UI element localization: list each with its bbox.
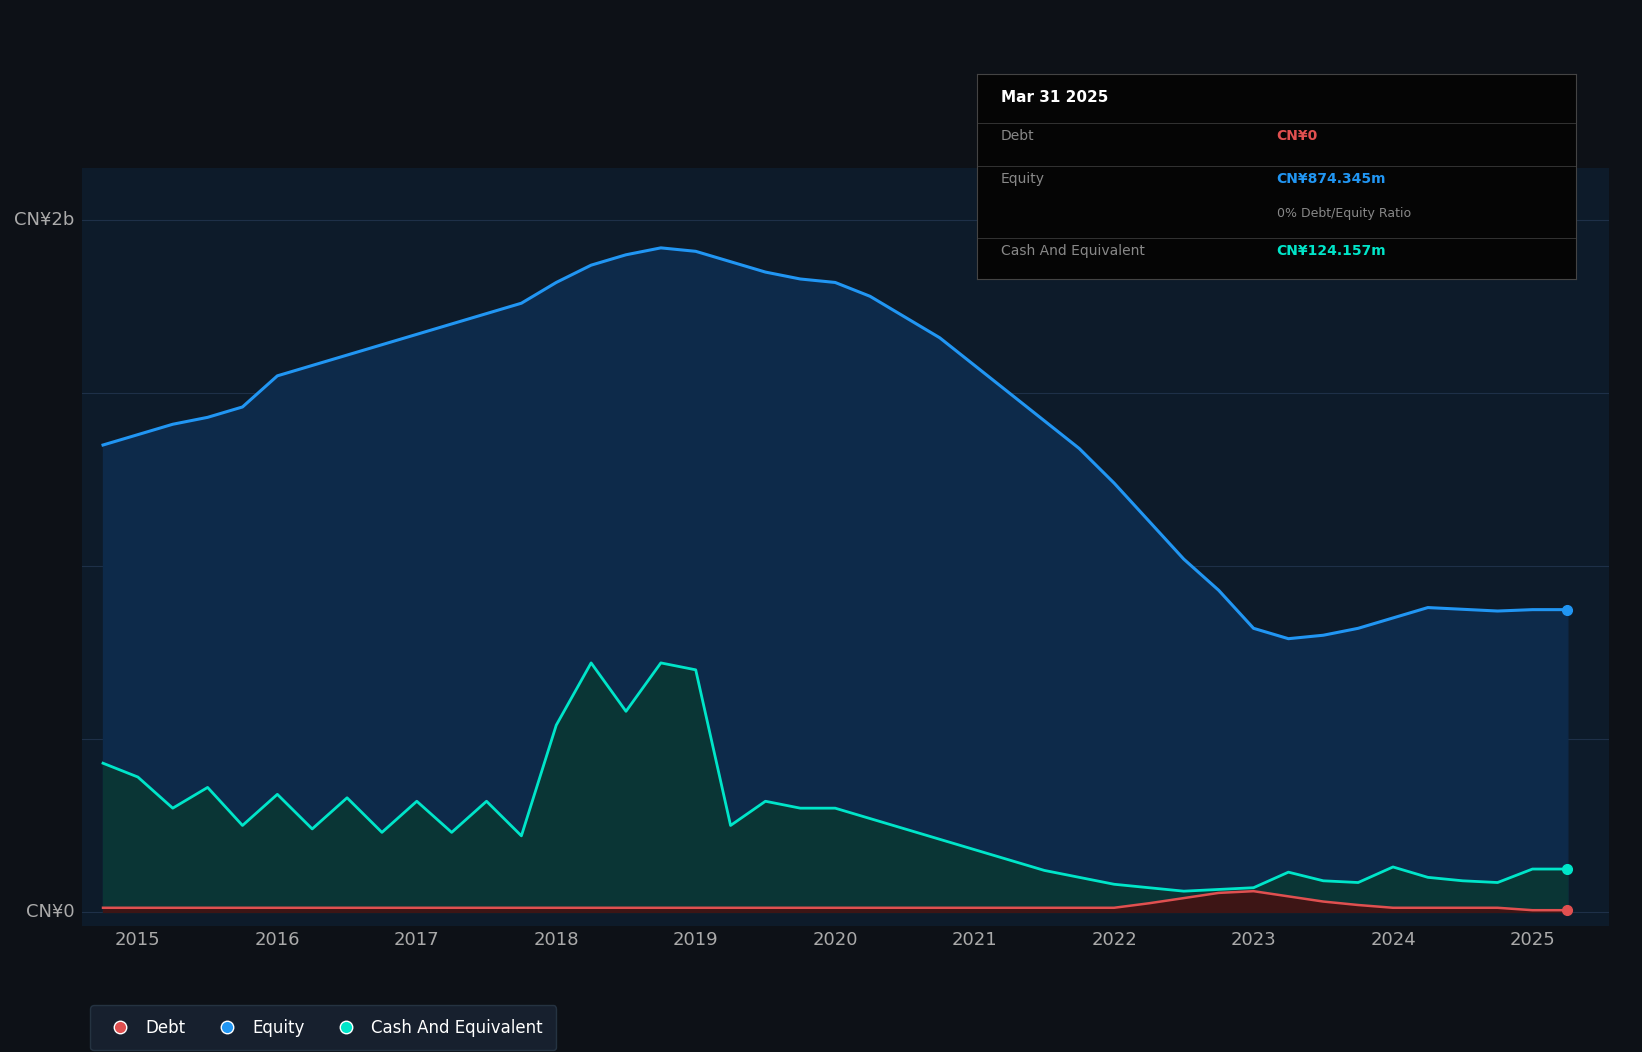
Text: CN¥0: CN¥0 [1277,129,1319,143]
Text: CN¥2b: CN¥2b [15,211,74,229]
Text: 0% Debt/Equity Ratio: 0% Debt/Equity Ratio [1277,207,1410,220]
Text: CN¥0: CN¥0 [26,903,74,920]
Text: Debt: Debt [1002,129,1034,143]
Text: Equity: Equity [1002,173,1044,186]
Text: CN¥874.345m: CN¥874.345m [1277,173,1386,186]
Text: Cash And Equivalent: Cash And Equivalent [1002,244,1144,258]
Text: CN¥124.157m: CN¥124.157m [1277,244,1386,258]
Text: Mar 31 2025: Mar 31 2025 [1002,90,1108,105]
Legend: Debt, Equity, Cash And Equivalent: Debt, Equity, Cash And Equivalent [90,1006,557,1050]
